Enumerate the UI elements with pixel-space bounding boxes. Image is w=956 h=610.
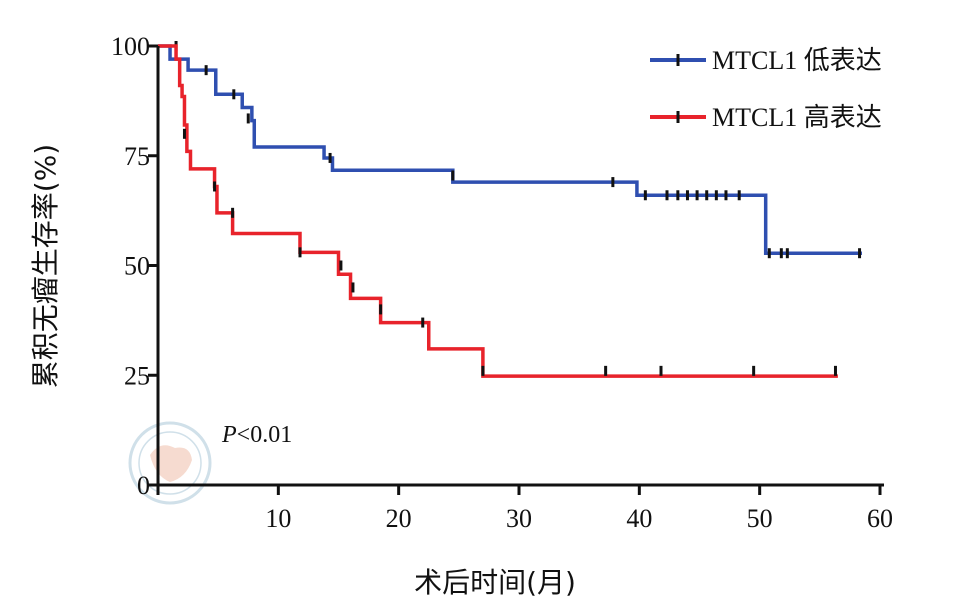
x-tick-label: 30 <box>506 504 532 533</box>
series-line-2 <box>158 44 838 378</box>
series-line-1 <box>158 44 862 255</box>
legend-label-2: MTCL1 高表达 <box>712 103 882 132</box>
legend-label-1: MTCL1 低表达 <box>712 46 882 75</box>
y-tick-label: 50 <box>124 252 150 281</box>
watermark-seal <box>128 421 212 505</box>
x-tick-label: 40 <box>626 504 652 533</box>
x-tick-label: 50 <box>747 504 773 533</box>
axes: 0 25 50 75 100 10 20 30 40 50 60 <box>111 32 893 533</box>
y-tick-label: 0 <box>137 471 150 500</box>
p-value: <0.01 <box>237 422 293 448</box>
x-tick-label: 60 <box>867 504 893 533</box>
seal-map-shape <box>150 445 192 482</box>
plot-area <box>158 41 862 378</box>
x-axis-title: 术后时间(月) <box>414 566 576 599</box>
seal-outer-ring <box>128 421 212 505</box>
y-tick-label: 100 <box>111 32 150 61</box>
legend: MTCL1 低表达 MTCL1 高表达 <box>650 46 882 132</box>
p-value-annotation: P<0.01 <box>221 422 292 448</box>
x-tick-label: 10 <box>265 504 291 533</box>
p-letter: P <box>221 422 237 448</box>
y-tick-label: 75 <box>124 142 150 171</box>
y-tick-label: 25 <box>124 361 150 390</box>
x-tick-label: 20 <box>386 504 412 533</box>
y-axis-title: 累积无瘤生存率(%) <box>29 144 62 388</box>
seal-inner-ring <box>138 431 202 495</box>
